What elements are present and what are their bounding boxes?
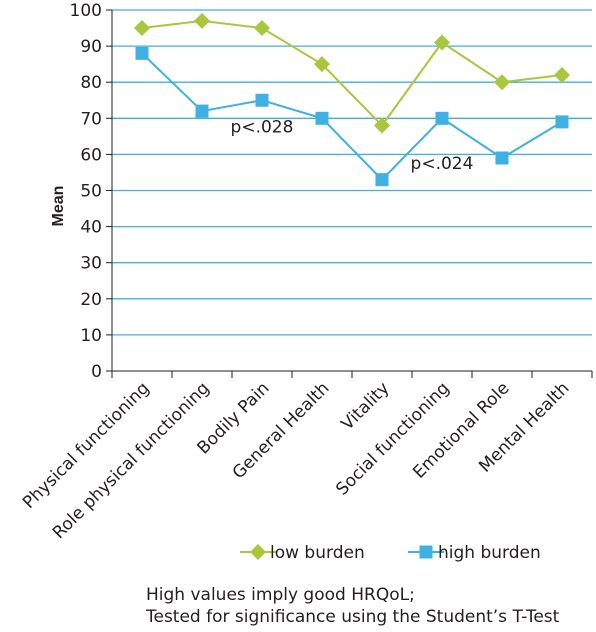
legend-label: low burden [270,543,365,563]
point-high-burden [195,104,209,118]
axes [106,9,593,378]
y-tick-label: 30 [80,254,102,274]
point-low-burden [134,20,150,37]
y-tick-label: 100 [70,1,102,21]
footnote-line-2: Tested for significance using the Studen… [146,607,560,627]
x-tick-label: Vitality [338,378,394,434]
legend-marker-diamond [250,544,266,560]
annotations: p<.028 p<.024 [231,118,474,174]
line-chart: 0 10 20 30 40 50 60 70 80 90 100 Physical function… [19,1,593,563]
y-tick-label: 20 [80,290,102,310]
point-low-burden [374,117,390,134]
annotation-label: p<.028 [231,118,294,138]
point-low-burden [194,12,210,29]
series-line-0 [141,19,563,128]
gridlines [112,9,592,336]
point-high-burden [135,46,149,60]
y-tick-label: 50 [80,182,102,202]
point-low-burden [254,20,270,37]
series-lines [134,12,570,187]
series-line-1 [141,52,563,182]
legend: low burden high burden [240,543,541,563]
legend-marker-square [419,545,433,559]
y-tick-label: 60 [80,145,102,165]
point-high-burden [315,111,329,125]
y-tick-label: 70 [80,109,102,129]
point-low-burden [494,74,510,91]
footnote: High values imply good HRQoL; Tested for… [146,584,559,628]
y-tick-label: 90 [80,37,102,57]
y-tick-label: 10 [80,326,102,346]
legend-label: high burden [438,543,541,563]
point-low-burden [314,56,330,73]
y-tick-label: 80 [80,73,102,93]
point-high-burden [555,115,569,129]
point-low-burden [434,34,450,51]
point-low-burden [554,66,570,83]
point-high-burden [255,93,269,107]
point-high-burden [375,173,389,187]
footnote-line-1: High values imply good HRQoL; [146,585,415,605]
y-axis-label: Mean [50,186,67,227]
point-high-burden [495,151,509,165]
annotation-label: p<.024 [411,154,474,174]
y-tick-label: 0 [91,362,102,382]
y-tick-labels: 0 10 20 30 40 50 60 70 80 90 100 [70,1,102,382]
point-high-burden [435,111,449,125]
x-tick-label: Social functioning [332,378,453,499]
y-tick-label: 40 [80,218,102,238]
